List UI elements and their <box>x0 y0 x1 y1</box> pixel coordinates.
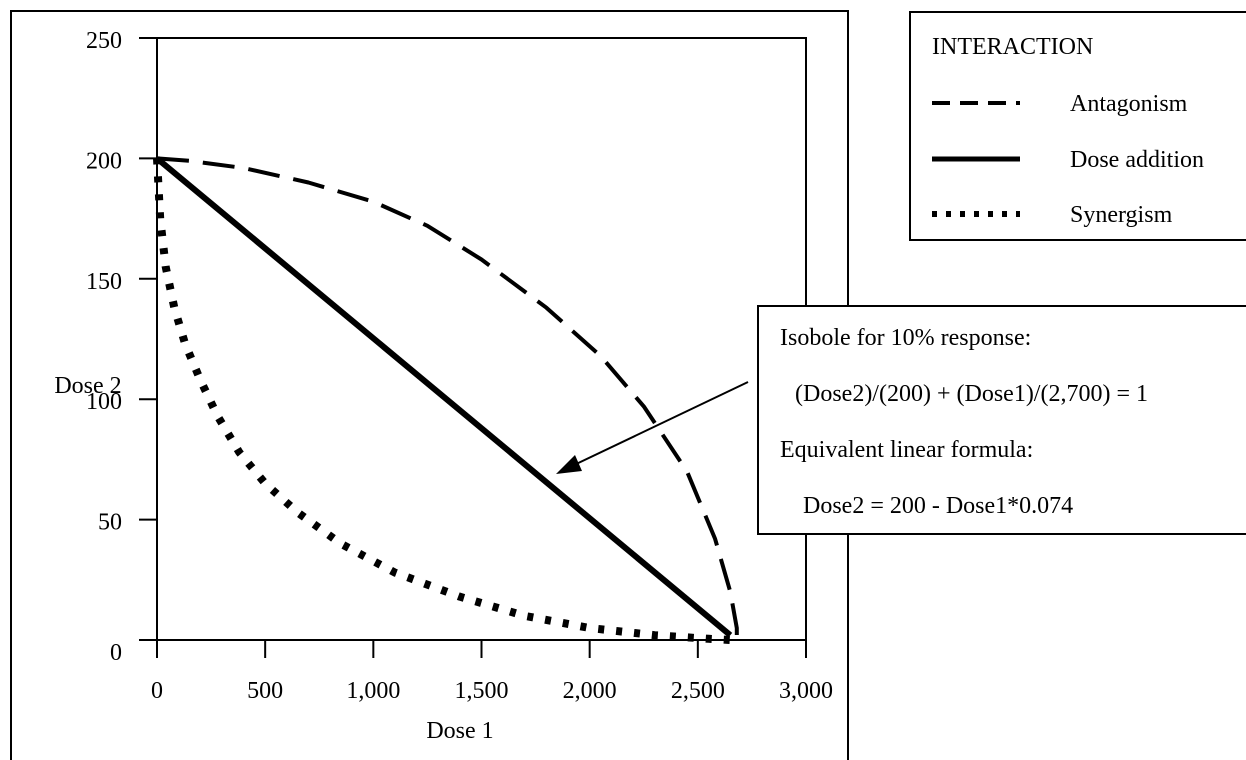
y-tick-label: 200 <box>86 148 122 174</box>
annotation-line-4: Dose2 = 200 - Dose1*0.074 <box>803 493 1073 519</box>
legend-label-dose-addition: Dose addition <box>1070 147 1204 173</box>
x-tick-label: 2,500 <box>671 678 725 704</box>
legend-label-antagonism: Antagonism <box>1070 91 1188 117</box>
series-line-dose-addition <box>155 156 733 638</box>
legend-title: INTERACTION <box>932 34 1093 60</box>
legend-label-synergism: Synergism <box>1070 202 1173 228</box>
y-tick-label: 0 <box>110 640 122 666</box>
x-tick-label: 1,000 <box>346 678 400 704</box>
x-tick-label: 0 <box>151 678 163 704</box>
series-layer <box>153 156 739 644</box>
plot-area <box>156 37 807 641</box>
series-line-synergism <box>153 158 731 644</box>
y-tick-label: 50 <box>98 510 122 536</box>
annotation-arrow <box>556 381 749 474</box>
legend: INTERACTION Antagonism Dose addition Syn… <box>909 11 1246 241</box>
annotation-box <box>757 305 1246 535</box>
annotation: Isobole for 10% response: (Dose2)/(200) … <box>757 305 1246 535</box>
x-axis-ticks: 0 500 1,000 1,500 2,000 2,500 3,000 <box>151 640 833 704</box>
y-tick-label: 250 <box>86 28 122 54</box>
legend-box <box>909 11 1246 241</box>
y-tick-label: 100 <box>86 389 122 415</box>
y-axis-ticks: 0 50 100 150 200 250 <box>86 28 157 666</box>
x-tick-label: 1,500 <box>455 678 509 704</box>
arrow-shaft <box>571 381 749 467</box>
x-tick-label: 3,000 <box>779 678 833 704</box>
y-axis-label: Dose 2 <box>54 373 121 399</box>
x-tick-label: 500 <box>247 678 283 704</box>
series-line-antagonism <box>156 156 739 640</box>
x-tick-label: 2,000 <box>563 678 617 704</box>
arrow-head <box>556 455 582 474</box>
annotation-line-2: (Dose2)/(200) + (Dose1)/(2,700) = 1 <box>795 381 1148 407</box>
x-axis-label: Dose 1 <box>426 718 493 744</box>
annotation-line-3: Equivalent linear formula: <box>780 437 1033 463</box>
y-tick-label: 150 <box>86 269 122 295</box>
annotation-line-1: Isobole for 10% response: <box>780 325 1031 351</box>
